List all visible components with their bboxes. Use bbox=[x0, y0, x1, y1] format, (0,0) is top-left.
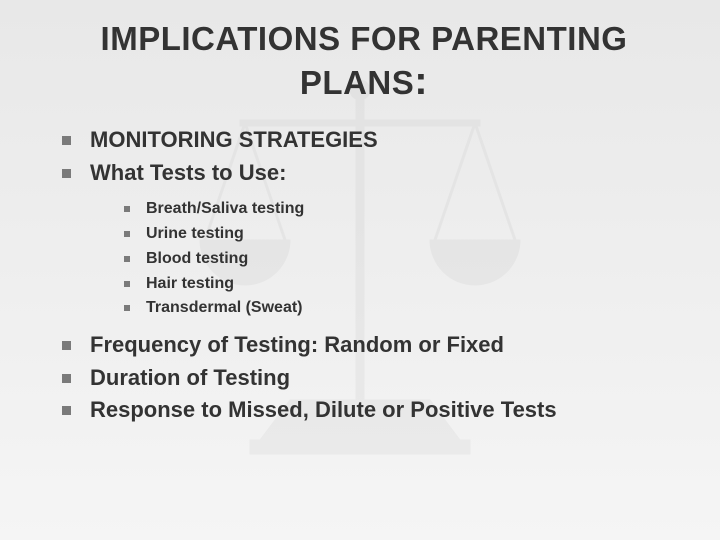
bullet-text: Response to Missed, Dilute or Positive T… bbox=[90, 397, 557, 422]
slide-title: IMPLICATIONS FOR PARENTING PLANS: bbox=[48, 20, 680, 104]
title-line-1: IMPLICATIONS FOR PARENTING bbox=[101, 20, 628, 57]
bullet-text: Frequency of Testing: Random or Fixed bbox=[90, 332, 504, 357]
sub-list-item: Breath/Saliva testing bbox=[124, 197, 680, 222]
sub-list-item: Urine testing bbox=[124, 222, 680, 247]
list-item: MONITORING STRATEGIES bbox=[62, 126, 680, 155]
list-item: Duration of Testing bbox=[62, 364, 680, 393]
sub-list-item: Blood testing bbox=[124, 247, 680, 272]
list-item: What Tests to Use: Breath/Saliva testing… bbox=[62, 159, 680, 322]
slide-content: IMPLICATIONS FOR PARENTING PLANS: MONITO… bbox=[0, 0, 720, 449]
title-line-2: PLANS bbox=[300, 64, 414, 101]
bullet-text: MONITORING STRATEGIES bbox=[90, 127, 378, 152]
bullet-text: What Tests to Use: bbox=[90, 160, 286, 185]
sub-bullet-text: Breath/Saliva testing bbox=[146, 200, 304, 217]
main-list: MONITORING STRATEGIES What Tests to Use:… bbox=[48, 126, 680, 425]
sub-bullet-text: Hair testing bbox=[146, 275, 234, 292]
sub-list: Breath/Saliva testing Urine testing Bloo… bbox=[90, 197, 680, 321]
list-item: Frequency of Testing: Random or Fixed bbox=[62, 331, 680, 360]
bullet-text: Duration of Testing bbox=[90, 365, 290, 390]
sub-list-item: Transdermal (Sweat) bbox=[124, 296, 680, 321]
sub-list-item: Hair testing bbox=[124, 272, 680, 297]
title-colon: : bbox=[414, 59, 428, 103]
sub-bullet-text: Transdermal (Sweat) bbox=[146, 299, 303, 316]
list-item: Response to Missed, Dilute or Positive T… bbox=[62, 396, 680, 425]
sub-bullet-text: Blood testing bbox=[146, 250, 248, 267]
sub-bullet-text: Urine testing bbox=[146, 225, 244, 242]
